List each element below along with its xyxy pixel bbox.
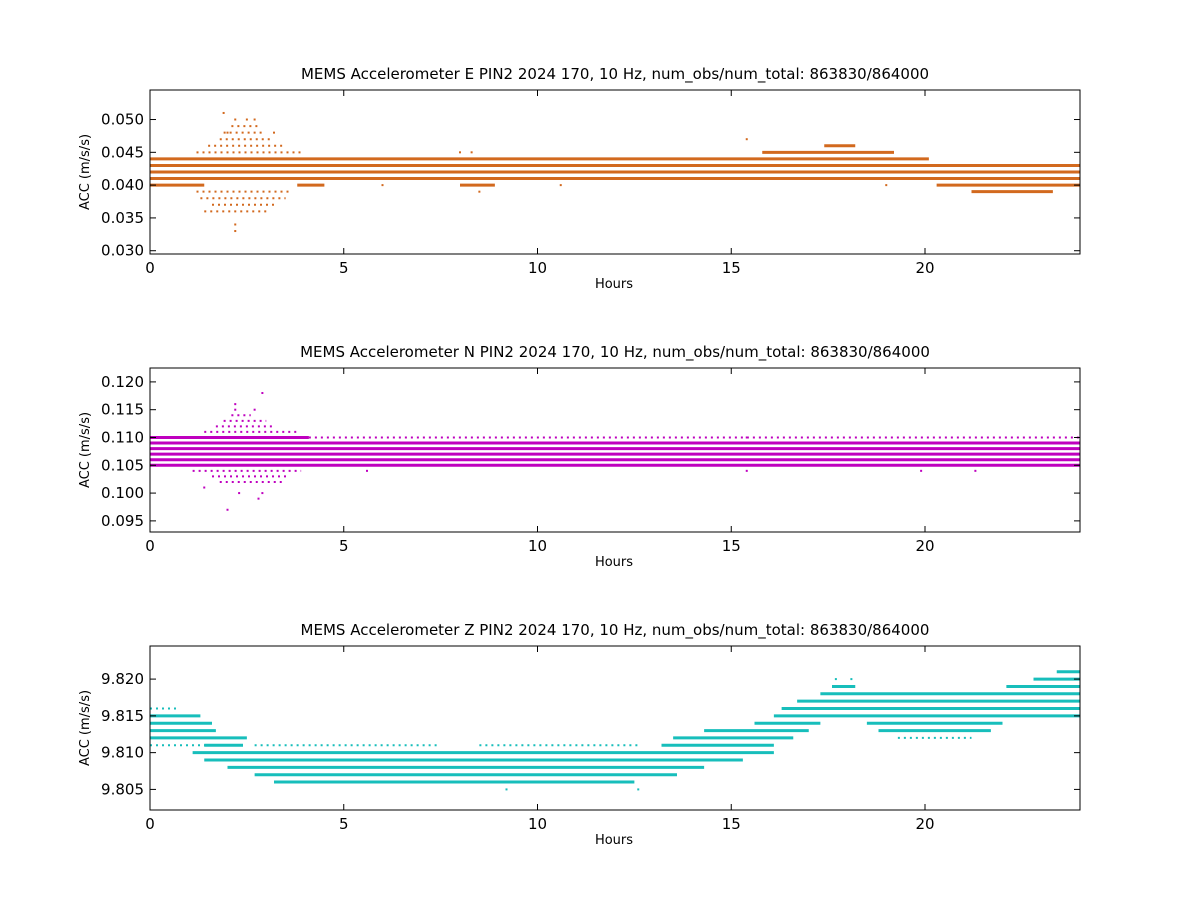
- data-point: [1059, 707, 1062, 710]
- x-tick-label: 5: [339, 537, 349, 555]
- data-point: [226, 131, 229, 134]
- y-axis-label: ACC (m/s/s): [78, 412, 93, 488]
- y-tick-label: 0.120: [101, 373, 144, 391]
- data-point: [253, 408, 256, 411]
- x-axis-label: Hours: [595, 277, 633, 292]
- data-point: [745, 138, 748, 141]
- data-point: [470, 151, 473, 154]
- x-tick-label: 10: [528, 537, 547, 555]
- data-point: [234, 118, 237, 121]
- y-tick-label: 0.100: [101, 484, 144, 502]
- data-point: [559, 184, 562, 187]
- data-point: [974, 469, 977, 472]
- subplot-e: MEMS Accelerometer E PIN2 2024 170, 10 H…: [78, 65, 1081, 292]
- data-point: [253, 118, 256, 121]
- x-tick-label: 20: [915, 815, 934, 833]
- data-marks: [150, 670, 1080, 791]
- data-point: [850, 678, 853, 681]
- data-point: [920, 469, 923, 472]
- chart-title: MEMS Accelerometer E PIN2 2024 170, 10 H…: [301, 65, 929, 84]
- x-tick-label: 0: [145, 259, 155, 277]
- y-tick-label: 9.820: [101, 670, 144, 688]
- data-point: [222, 111, 225, 114]
- data-point: [366, 469, 368, 472]
- data-point: [505, 788, 508, 791]
- data-point: [745, 469, 748, 472]
- x-tick-label: 10: [528, 815, 547, 833]
- x-tick-label: 15: [722, 259, 741, 277]
- data-point: [226, 508, 229, 511]
- y-tick-label: 0.030: [101, 242, 144, 260]
- data-point: [273, 131, 275, 134]
- y-tick-label: 0.035: [101, 209, 144, 227]
- data-marks: [150, 111, 1080, 233]
- x-tick-label: 0: [145, 815, 155, 833]
- y-tick-label: 9.815: [101, 707, 144, 725]
- y-tick-label: 9.810: [101, 744, 144, 762]
- data-point: [234, 403, 237, 406]
- x-tick-label: 5: [339, 259, 349, 277]
- data-point: [261, 392, 264, 395]
- x-tick-label: 20: [915, 537, 934, 555]
- y-tick-label: 0.050: [101, 111, 144, 129]
- x-tick-label: 0: [145, 537, 155, 555]
- x-tick-label: 5: [339, 815, 349, 833]
- data-point: [257, 497, 260, 500]
- data-point: [637, 788, 640, 791]
- chart-title: MEMS Accelerometer N PIN2 2024 170, 10 H…: [300, 343, 930, 362]
- data-point: [885, 184, 888, 187]
- data-marks: [150, 392, 1080, 511]
- x-tick-label: 15: [722, 537, 741, 555]
- axis-ticks: 0 5 10 15 20 0.095 0.100 0.105 0.110 0.115 0.120: [101, 368, 1080, 555]
- subplot-z: MEMS Accelerometer Z PIN2 2024 170, 10 H…: [78, 621, 1081, 848]
- y-tick-label: 0.105: [101, 456, 144, 474]
- plot-frame: [149, 367, 1081, 533]
- y-tick-label: 0.045: [101, 143, 144, 161]
- chart-title: MEMS Accelerometer Z PIN2 2024 170, 10 H…: [301, 621, 930, 640]
- data-point: [234, 223, 237, 226]
- data-point: [1048, 707, 1050, 710]
- plot-frame: [149, 645, 1081, 811]
- x-axis-label: Hours: [595, 555, 633, 570]
- axis-ticks: 0 5 10 15 20 0.030 0.035 0.040 0.045 0.050: [101, 90, 1080, 277]
- y-tick-label: 0.115: [101, 401, 144, 419]
- data-point: [245, 118, 248, 121]
- data-point: [459, 151, 461, 154]
- data-point: [203, 486, 206, 489]
- plot-frame: [149, 89, 1081, 255]
- data-point: [234, 408, 237, 411]
- y-tick-label: 0.095: [101, 512, 144, 530]
- data-point: [234, 230, 237, 233]
- y-tick-label: 0.040: [101, 176, 144, 194]
- data-point: [478, 190, 481, 193]
- axis-ticks: 0 5 10 15 20 9.805 9.810 9.815 9.820: [101, 646, 1080, 833]
- data-point: [381, 184, 384, 187]
- data-point: [745, 436, 748, 439]
- subplot-n: MEMS Accelerometer N PIN2 2024 170, 10 H…: [78, 343, 1081, 570]
- y-tick-label: 0.110: [101, 428, 144, 446]
- y-tick-label: 9.805: [101, 780, 144, 798]
- x-tick-label: 15: [722, 815, 741, 833]
- data-point: [238, 492, 241, 495]
- data-point: [261, 492, 264, 495]
- y-axis-label: ACC (m/s/s): [78, 134, 93, 210]
- x-tick-label: 10: [528, 259, 547, 277]
- x-tick-label: 20: [915, 259, 934, 277]
- x-axis-label: Hours: [595, 833, 633, 848]
- data-point: [834, 678, 837, 681]
- y-axis-label: ACC (m/s/s): [78, 690, 93, 766]
